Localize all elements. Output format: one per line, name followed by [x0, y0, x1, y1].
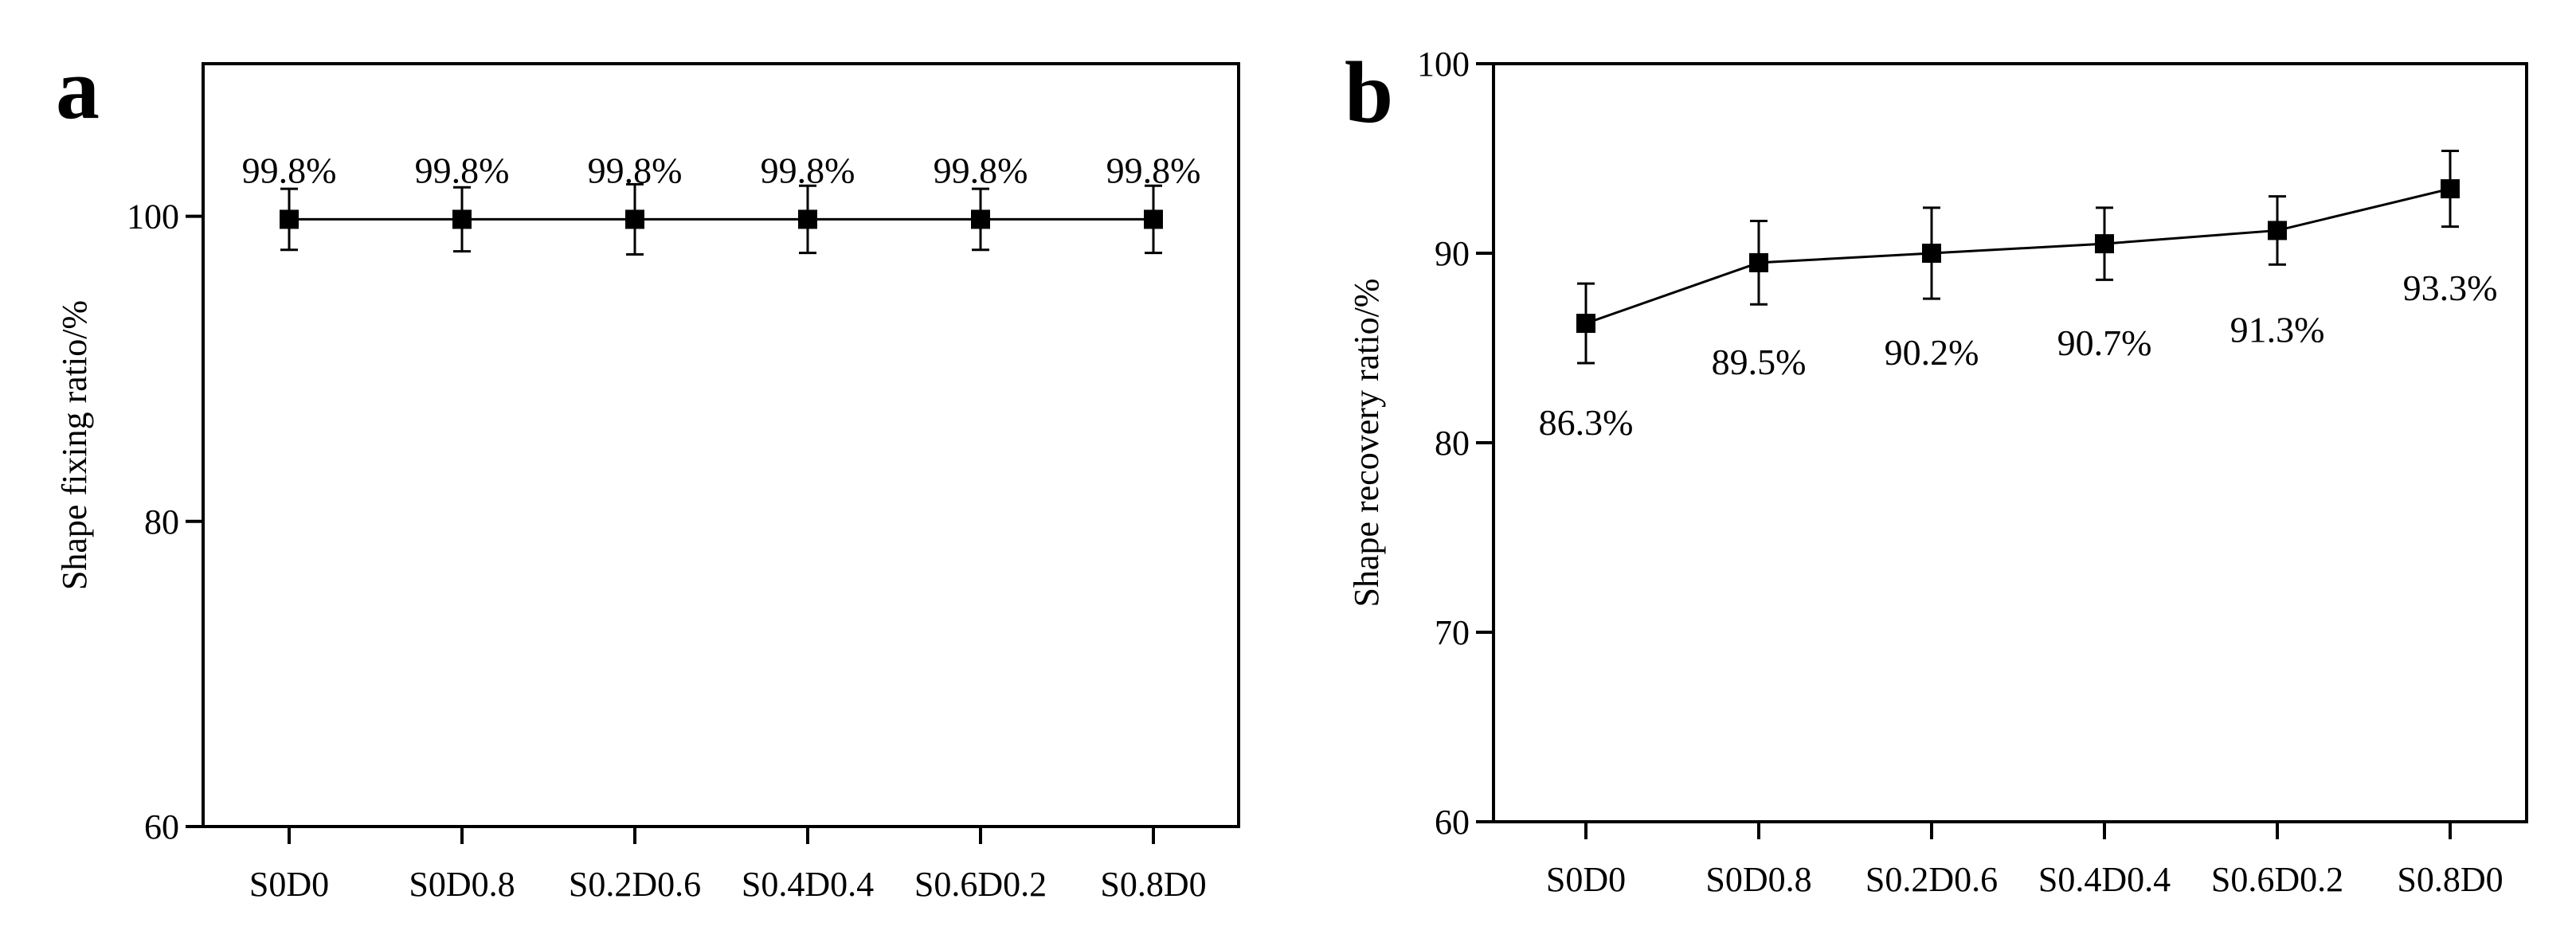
- panel-a-x-tick-label: S0D0: [249, 865, 329, 904]
- panel-a-series: 99.8% 99.8% 99.8% 99.8% 99.8% 99.8%: [242, 150, 1201, 256]
- panel-a-y-tick-label: 100: [127, 197, 179, 236]
- panel-a-data-label: 99.8%: [242, 150, 337, 190]
- panel-b-data-label: 93.3%: [2403, 268, 2498, 308]
- panel-a: a Shape fixing ratio/% 60 80 100 S0D0 S0D0.…: [55, 40, 1240, 904]
- panel-a-data-point: [625, 209, 644, 229]
- panel-a-y-tick-label: 80: [144, 502, 179, 541]
- panel-b-x-tick-label: S0.4D0.4: [2038, 860, 2171, 899]
- panel-a-data-point: [798, 209, 817, 229]
- panel-b-series: 86.3% 89.5% 90.2% 90.7% 91.3% 93.3%: [1539, 149, 2498, 443]
- panel-a-x-tick-label: S0.8D0: [1100, 865, 1206, 904]
- panel-b-data-point: [1576, 314, 1595, 334]
- panel-b-data-point: [1922, 244, 1941, 263]
- panel-b-data-point: [2268, 221, 2287, 240]
- panel-a-x-tick-label: S0.2D0.6: [569, 865, 701, 904]
- panel-b: b Shape recovery ratio/% 60 70 80 90 100 S0D…: [1345, 44, 2528, 899]
- panel-a-data-point: [280, 209, 299, 229]
- panel-a-data-label: 99.8%: [761, 150, 855, 190]
- panel-a-data-label: 99.8%: [1106, 150, 1201, 190]
- panel-a-data-label: 99.8%: [415, 150, 510, 190]
- panel-a-x-tick-label: S0.4D0.4: [742, 865, 874, 904]
- panel-b-data-point: [2095, 234, 2114, 254]
- panel-b-series-line: [1585, 187, 2451, 325]
- panel-a-data-label: 99.8%: [934, 150, 1028, 190]
- panel-b-data-label: 90.2%: [1885, 332, 1979, 373]
- panel-b-letter: b: [1345, 44, 1393, 141]
- panel-a-y-ticks: 60 80 100: [127, 197, 203, 846]
- panel-b-x-tick-label: S0D0.8: [1705, 860, 1811, 899]
- panel-b-data-label: 90.7%: [2057, 322, 2152, 363]
- panel-b-x-tick-label: S0.6D0.2: [2211, 860, 2343, 899]
- panel-a-letter: a: [56, 40, 100, 137]
- panel-a-y-tick-label: 60: [144, 807, 179, 846]
- panel-a-plot-frame: [202, 62, 1240, 828]
- panel-b-y-tick-label: 100: [1417, 45, 1470, 84]
- panel-b-plot-frame: [1492, 62, 2528, 823]
- panel-b-y-tick-label: 60: [1435, 803, 1470, 842]
- panel-b-y-tick-label: 70: [1435, 613, 1470, 652]
- panel-b-data-label: 89.5%: [1712, 342, 1807, 382]
- panel-b-y-tick-label: 80: [1435, 424, 1470, 463]
- panel-b-y-tick-label: 90: [1435, 234, 1470, 273]
- panel-b-x-tick-label: S0.8D0: [2397, 860, 2503, 899]
- panel-a-y-axis-title: Shape fixing ratio/%: [55, 300, 94, 590]
- panel-b-x-ticks: S0D0 S0D0.8 S0.2D0.6 S0.4D0.4 S0.6D0.2 S0.8D0: [1546, 822, 2504, 899]
- panel-b-data-point: [1749, 252, 1768, 272]
- panel-b-data-point: [2441, 179, 2460, 199]
- panel-b-x-tick-label: S0.2D0.6: [1865, 860, 1998, 899]
- panel-b-y-ticks: 60 70 80 90 100: [1417, 45, 1494, 842]
- panel-a-data-label: 99.8%: [588, 150, 683, 190]
- panel-a-data-point: [1144, 209, 1163, 229]
- panel-a-x-tick-label: S0.6D0.2: [914, 865, 1047, 904]
- panel-a-x-ticks: S0D0 S0D0.8 S0.2D0.6 S0.4D0.4 S0.6D0.2 S0.8D0: [249, 827, 1207, 904]
- panel-a-data-point: [452, 209, 472, 229]
- panel-b-x-tick-label: S0D0: [1546, 860, 1626, 899]
- panel-b-y-axis-title: Shape recovery ratio/%: [1347, 279, 1386, 608]
- panel-b-data-label: 91.3%: [2230, 309, 2325, 350]
- panel-a-x-tick-label: S0D0.8: [409, 865, 515, 904]
- panel-b-data-label: 86.3%: [1539, 402, 1634, 443]
- panel-a-data-point: [971, 209, 990, 229]
